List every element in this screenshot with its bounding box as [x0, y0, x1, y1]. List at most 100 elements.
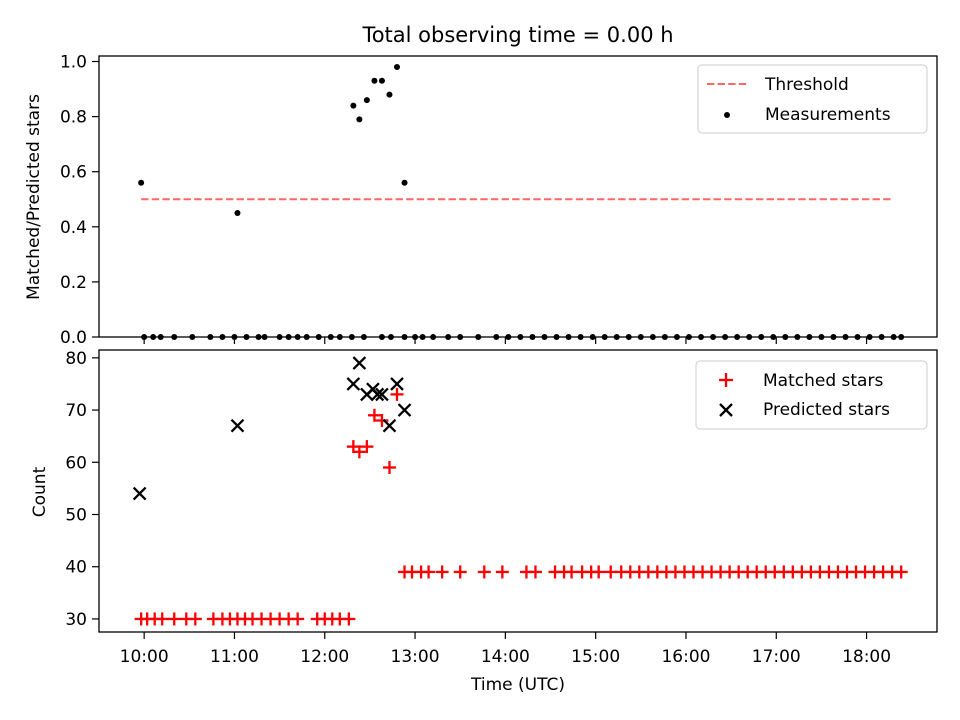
count-x-tick-label: 13:00	[391, 647, 440, 667]
predicted-star-point	[375, 387, 389, 402]
measurement-point	[386, 91, 393, 98]
measurement-point	[401, 334, 408, 340]
matched-star-point	[367, 408, 381, 422]
ratio-y-tick-label: 0.6	[60, 163, 87, 183]
measurement-point	[350, 102, 357, 109]
count-panel: 30 40 50 60 70 80 10:00 11:00 12:00 13:00 14:00 15…	[30, 349, 938, 695]
measurement-point	[577, 334, 584, 340]
measurement-point	[673, 334, 680, 340]
predicted-star-point	[382, 418, 397, 433]
matched-star-point	[495, 565, 509, 579]
measurement-point	[625, 334, 632, 340]
measurement-point	[842, 334, 849, 340]
measurement-point	[231, 334, 238, 340]
measurement-point	[327, 334, 334, 340]
count-plot-area	[132, 356, 908, 626]
measurement-point	[898, 334, 905, 340]
measurement-point	[150, 334, 157, 340]
measurement-point	[649, 334, 656, 340]
measurement-point	[637, 334, 644, 340]
matched-star-point	[453, 565, 467, 579]
measurement-point	[387, 334, 394, 340]
measurement-point	[412, 334, 419, 340]
measurement-point	[189, 334, 196, 340]
measurement-point	[157, 334, 164, 340]
count-x-tick-label: 11:00	[210, 647, 259, 667]
matched-star-point	[528, 565, 542, 579]
measurement-point	[734, 334, 741, 340]
x-axis-label: Time (UTC)	[470, 675, 565, 695]
predicted-star-point	[370, 387, 385, 402]
measurement-point	[207, 334, 214, 340]
predicted-legend-swatch	[719, 403, 733, 417]
count-y-tick-label: 80	[65, 349, 87, 369]
chart-title: Total observing time = 0.00 h	[361, 23, 673, 47]
count-x-tick-label: 17:00	[752, 647, 801, 667]
count-x-tick-label: 12:00	[300, 647, 349, 667]
count-x-tick-label: 18:00	[842, 647, 891, 667]
count-y-tick-label: 30	[65, 610, 87, 630]
measurement-point	[830, 334, 837, 340]
measurement-point	[363, 97, 370, 104]
measurement-point	[553, 334, 560, 340]
predicted-star-point	[390, 377, 404, 391]
count-y-axis: 30 40 50 60 70 80	[65, 349, 99, 630]
measurement-point	[303, 334, 310, 340]
matched-star-point	[382, 461, 396, 474]
measurement-point	[722, 334, 729, 340]
matched-star-point	[592, 565, 606, 579]
measurement-point	[746, 334, 753, 340]
ratio-panel: 0.0 0.2 0.4 0.6 0.8 1.0 Matched/Predicted sta…	[24, 53, 938, 348]
measurement-point	[685, 334, 692, 340]
measurements-legend-label: Measurements	[765, 105, 891, 125]
ratio-x-axis	[143, 337, 868, 344]
measurement-point	[794, 334, 801, 340]
measurement-point	[315, 334, 322, 340]
measurement-point	[457, 334, 464, 340]
measurement-point	[589, 334, 596, 340]
ratio-legend-box	[697, 64, 928, 134]
predicted-star-point	[352, 356, 367, 370]
measurement-point	[878, 334, 885, 340]
ratio-y-tick-label: 0.4	[60, 218, 87, 238]
measurement-point	[243, 334, 250, 340]
ratio-y-tick-label: 0.8	[60, 108, 87, 128]
matched-star-point	[375, 414, 389, 427]
measurement-point	[529, 334, 536, 340]
measurement-point	[378, 77, 385, 84]
measurement-point	[601, 334, 608, 340]
measurement-point	[401, 179, 408, 186]
measurement-point	[782, 334, 789, 340]
predicted-star-point	[397, 403, 412, 417]
count-y-axis-label: Count	[30, 466, 50, 517]
ratio-plot-area	[138, 64, 905, 340]
measurement-point	[419, 334, 426, 340]
count-y-tick-label: 60	[65, 453, 87, 473]
matched-star-point	[360, 440, 374, 454]
ratio-legend: Threshold Measurements	[697, 64, 928, 134]
count-y-tick-label: 70	[65, 401, 87, 421]
matched-star-point	[352, 445, 366, 459]
predicted-star-point	[132, 486, 147, 501]
matched-star-point	[155, 612, 169, 626]
measurement-point	[818, 334, 825, 340]
measurement-point	[285, 334, 292, 340]
matched-star-point	[477, 565, 491, 579]
measurement-point	[141, 334, 148, 340]
matched-legend-swatch	[719, 373, 733, 387]
ratio-y-tick-label: 1.0	[60, 53, 87, 73]
measurement-point	[360, 334, 367, 340]
measurement-point	[371, 77, 378, 84]
measurement-point	[890, 334, 897, 340]
count-x-tick-label: 16:00	[661, 647, 710, 667]
measurement-point	[565, 334, 572, 340]
count-y-tick-label: 50	[65, 506, 87, 526]
measurement-point	[613, 334, 620, 340]
measurement-point	[430, 334, 437, 340]
matched-star-point	[435, 565, 449, 579]
measurement-point	[698, 334, 705, 340]
measurement-point	[661, 334, 668, 340]
measurement-point	[234, 210, 241, 217]
predicted-legend-label: Predicted stars	[763, 400, 890, 420]
measurement-point	[171, 334, 178, 340]
